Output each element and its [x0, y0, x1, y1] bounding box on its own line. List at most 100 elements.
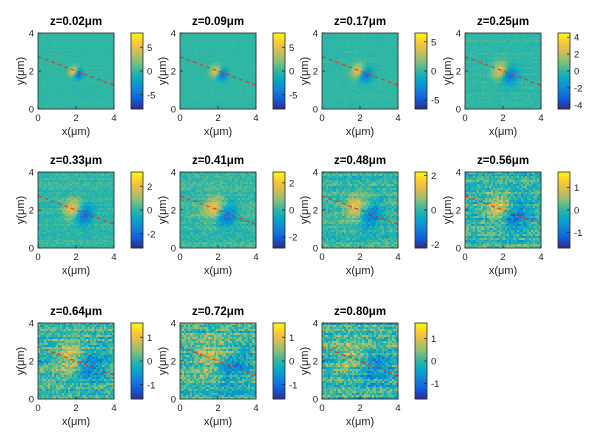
heatmap-cell: [206, 51, 209, 54]
heatmap-cell: [76, 89, 79, 92]
heatmap-cell: [96, 73, 99, 76]
colorbar-segment: [273, 80, 285, 83]
heatmap-cell: [196, 39, 199, 42]
heatmap-cell: [212, 91, 215, 94]
heatmap-cell: [64, 101, 67, 104]
heatmap-cell: [352, 51, 355, 54]
heatmap-cell: [56, 73, 59, 76]
heatmap-cell: [224, 83, 227, 86]
heatmap-cell: [248, 87, 251, 90]
heatmap-cell: [188, 77, 191, 80]
heatmap-cell: [334, 39, 337, 42]
heatmap-cell: [92, 63, 95, 66]
heatmap-cell: [214, 35, 217, 38]
heatmap-cell: [102, 51, 105, 54]
heatmap-cell: [64, 107, 67, 110]
heatmap-cell: [238, 53, 241, 56]
heatmap-cell: [326, 59, 329, 62]
heatmap-cell: [106, 89, 109, 92]
heatmap-cell: [194, 47, 197, 50]
heatmap-cell: [92, 51, 95, 54]
heatmap-cell: [74, 53, 77, 56]
heatmap-cell: [66, 75, 69, 78]
heatmap-cell: [230, 85, 233, 88]
heatmap-cell: [38, 51, 41, 54]
heatmap-cell: [50, 87, 53, 90]
heatmap-cell: [332, 53, 335, 56]
heatmap-cell: [52, 79, 55, 82]
heatmap-cell: [86, 91, 89, 94]
heatmap-cell: [228, 67, 231, 70]
heatmap-cell: [236, 107, 239, 110]
heatmap-cell: [252, 69, 255, 72]
heatmap-cell: [110, 77, 113, 80]
heatmap-cell: [376, 59, 379, 62]
heatmap-cell: [96, 103, 99, 106]
heatmap-cell: [386, 37, 389, 40]
heatmap-cell: [222, 77, 225, 80]
heatmap-cell: [112, 81, 115, 84]
heatmap-cell: [186, 59, 189, 62]
heatmap-cell: [220, 85, 223, 88]
heatmap-cell: [86, 79, 89, 82]
heatmap-cell: [252, 71, 255, 74]
heatmap-cell: [358, 43, 361, 46]
heatmap-cell: [396, 57, 399, 60]
heatmap-cell: [246, 99, 249, 102]
heatmap-cell: [206, 85, 209, 88]
heatmap-cell: [54, 51, 57, 54]
heatmap-cell: [88, 85, 91, 88]
heatmap-cell: [110, 101, 113, 104]
heatmap-cell: [98, 81, 101, 84]
heatmap-cell: [198, 97, 201, 100]
heatmap-cell: [394, 33, 397, 36]
heatmap-cell: [94, 77, 97, 80]
heatmap-cell: [108, 45, 111, 48]
heatmap-cell: [88, 43, 91, 46]
heatmap-cell: [52, 107, 55, 110]
heatmap-cell: [254, 35, 257, 38]
heatmap-cell: [222, 75, 225, 78]
heatmap-cell: [112, 51, 115, 54]
heatmap-cell: [52, 45, 55, 48]
heatmap-cell: [108, 39, 111, 42]
heatmap-cell: [374, 59, 377, 62]
heatmap-cell: [190, 63, 193, 66]
heatmap-cell: [182, 61, 185, 64]
heatmap-cell: [248, 73, 251, 76]
heatmap-cell: [360, 47, 363, 50]
heatmap-cell: [54, 89, 57, 92]
heatmap-cell: [180, 89, 183, 92]
heatmap-cell: [90, 37, 93, 40]
heatmap-cell: [332, 47, 335, 50]
heatmap-cell: [202, 91, 205, 94]
heatmap-cell: [236, 49, 239, 52]
heatmap-cell: [104, 91, 107, 94]
heatmap-cell: [100, 55, 103, 58]
heatmap-cell: [210, 49, 213, 52]
heatmap-cell: [190, 57, 193, 60]
heatmap-cell: [252, 37, 255, 40]
heatmap-cell: [72, 95, 75, 98]
heatmap-cell: [64, 41, 67, 44]
heatmap-cell: [88, 37, 91, 40]
heatmap-cell: [82, 107, 85, 110]
heatmap-cell: [210, 103, 213, 106]
heatmap-cell: [186, 53, 189, 56]
heatmap-cell: [212, 65, 215, 68]
heatmap-cell: [88, 97, 91, 100]
heatmap-cell: [78, 65, 81, 68]
heatmap-cell: [94, 35, 97, 38]
heatmap-cell: [72, 61, 75, 64]
heatmap-cell: [56, 83, 59, 86]
heatmap-cell: [184, 37, 187, 40]
heatmap-cell: [326, 39, 329, 42]
heatmap-cell: [240, 51, 243, 54]
heatmap-cell: [98, 103, 101, 106]
heatmap-cell: [62, 79, 65, 82]
heatmap-cell: [104, 35, 107, 38]
heatmap-cell: [60, 107, 63, 110]
heatmap-cell: [232, 67, 235, 70]
heatmap-cell: [388, 47, 391, 50]
heatmap-cell: [350, 37, 353, 40]
